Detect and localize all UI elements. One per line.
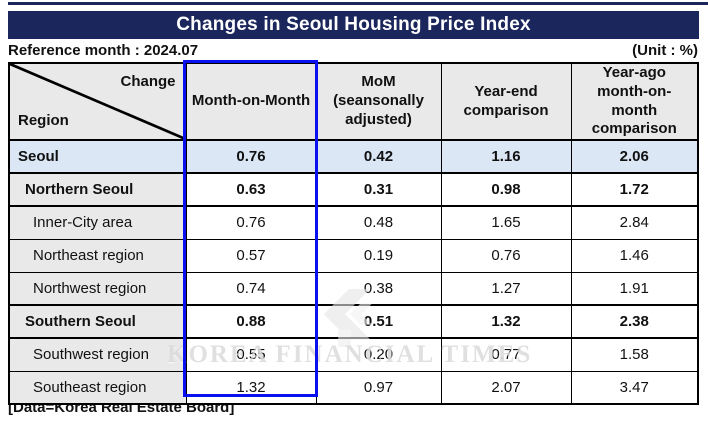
column-header-year-ago: Year-ago month-on-month comparison — [570, 62, 699, 141]
reference-row: Reference month : 2024.07 (Unit : %) — [8, 42, 698, 59]
header-row: Change Region Month-on-Month MoM (seanso… — [8, 62, 699, 141]
table-row-northern-seoul: Northern Seoul 0.63 0.31 0.98 1.72 — [8, 172, 699, 207]
value-cell: 0.97 — [315, 370, 442, 405]
corner-label-change: Change — [120, 73, 176, 90]
value-cell: 0.63 — [185, 172, 317, 207]
value-cell: 0.76 — [440, 238, 572, 273]
housing-price-table: Change Region Month-on-Month MoM (seanso… — [8, 62, 699, 405]
table-row-southwest: Southwest region 0.55 0.20 0.77 1.58 — [8, 337, 699, 372]
housing-price-table-wrap: Change Region Month-on-Month MoM (seanso… — [8, 62, 699, 405]
value-cell: 0.31 — [315, 172, 442, 207]
table-row-inner-city: Inner-City area 0.76 0.48 1.65 2.84 — [8, 205, 699, 240]
region-cell: Northeast region — [8, 238, 187, 273]
table-row-southern-seoul: Southern Seoul 0.88 0.51 1.32 2.38 — [8, 304, 699, 339]
value-cell: 1.58 — [570, 337, 699, 372]
kft-k-logo-icon — [323, 289, 373, 347]
value-cell: 0.57 — [185, 238, 317, 273]
value-cell: 2.84 — [570, 205, 699, 240]
region-cell: Inner-City area — [8, 205, 187, 240]
value-cell: 0.74 — [185, 271, 317, 306]
table-row-southeast: Southeast region 1.32 0.97 2.07 3.47 — [8, 370, 699, 405]
region-cell: Northern Seoul — [8, 172, 187, 207]
top-rule — [8, 2, 708, 5]
value-cell: 0.20 — [315, 337, 442, 372]
value-cell: 0.19 — [315, 238, 442, 273]
region-cell: Seoul — [8, 139, 187, 174]
reference-month-label: Reference month : 2024.07 — [8, 42, 199, 59]
column-header-mom: Month-on-Month — [185, 62, 317, 141]
column-header-year-end: Year-end comparison — [440, 62, 572, 141]
value-cell: 0.76 — [185, 139, 317, 174]
watermark-text: KOREA FINANCIAL TIMES — [167, 341, 533, 368]
value-cell: 0.98 — [440, 172, 572, 207]
value-cell: 1.32 — [440, 304, 572, 339]
value-cell: 0.76 — [185, 205, 317, 240]
value-cell: 0.55 — [185, 337, 317, 372]
value-cell: 3.47 — [570, 370, 699, 405]
table-row-northwest: Northwest region 0.74 0.38 1.27 1.91 — [8, 271, 699, 306]
value-cell: 2.07 — [440, 370, 572, 405]
value-cell: 1.16 — [440, 139, 572, 174]
value-cell: 1.32 — [185, 370, 317, 405]
table-row-seoul: Seoul 0.76 0.42 1.16 2.06 — [8, 139, 699, 174]
page-title: Changes in Seoul Housing Price Index — [176, 14, 531, 35]
value-cell: 1.72 — [570, 172, 699, 207]
region-cell: Northwest region — [8, 271, 187, 306]
value-cell: 0.48 — [315, 205, 442, 240]
table-row-northeast: Northeast region 0.57 0.19 0.76 1.46 — [8, 238, 699, 273]
column-header-mom-sa: MoM (seansonally adjusted) — [315, 62, 442, 141]
corner-label-region: Region — [18, 112, 69, 130]
value-cell: 0.88 — [185, 304, 317, 339]
value-cell: 0.42 — [315, 139, 442, 174]
value-cell: 2.38 — [570, 304, 699, 339]
region-cell: Southeast region — [8, 370, 187, 405]
value-cell: 0.77 — [440, 337, 572, 372]
value-cell: 1.65 — [440, 205, 572, 240]
title-bar: Changes in Seoul Housing Price Index — [8, 11, 699, 39]
unit-label: (Unit : %) — [632, 42, 698, 59]
region-cell: Southwest region — [8, 337, 187, 372]
value-cell: 2.06 — [570, 139, 699, 174]
corner-header-cell: Change Region — [8, 62, 187, 141]
region-cell: Southern Seoul — [8, 304, 187, 339]
value-cell: 1.27 — [440, 271, 572, 306]
value-cell: 1.46 — [570, 238, 699, 273]
value-cell: 1.91 — [570, 271, 699, 306]
diagonal-divider — [10, 64, 185, 138]
